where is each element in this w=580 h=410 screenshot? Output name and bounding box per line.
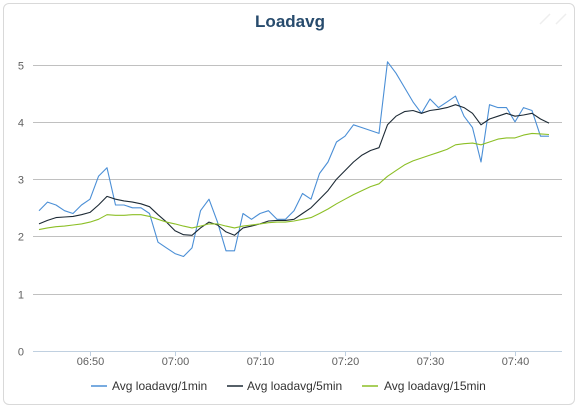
series-line-2[interactable]: [38, 104, 550, 236]
axes: 0 1 2 3 4 5 06:50 07:00 07:10 07:20 07:30 07:40: [18, 61, 529, 369]
legend-item-1[interactable]: Avg loadavg/1min: [91, 379, 207, 393]
x-tick-label: 07:20: [332, 356, 360, 368]
legend[interactable]: Avg loadavg/1min Avg loadavg/5min Avg load…: [91, 379, 486, 393]
legend-item-2[interactable]: Avg loadavg/5min: [227, 379, 342, 393]
y-tick-label: 0: [18, 347, 24, 359]
legend-label: Avg loadavg/15min: [384, 379, 486, 393]
legend-item-3[interactable]: Avg loadavg/15min: [362, 379, 486, 393]
x-tick-label: 07:40: [502, 356, 530, 368]
x-tick-label: 07:30: [417, 356, 445, 368]
x-tick-label: 07:10: [247, 356, 275, 368]
y-tick-label: 3: [18, 175, 24, 187]
legend-label: Avg loadavg/5min: [247, 379, 342, 393]
chart-title: Loadavg: [255, 12, 325, 31]
y-tick-label: 5: [18, 61, 24, 73]
y-tick-label: 1: [18, 290, 24, 302]
series-line-1[interactable]: [38, 61, 549, 258]
x-tick-label: 07:00: [162, 356, 190, 368]
resize-corner-icon[interactable]: [536, 12, 570, 26]
x-tick-label: 06:50: [77, 356, 105, 368]
chart-panel: [3, 3, 575, 405]
series-line-3[interactable]: [38, 132, 550, 231]
y-tick-label: 2: [18, 232, 24, 244]
series-lines: [38, 61, 550, 258]
legend-label: Avg loadavg/1min: [112, 379, 207, 393]
y-tick-label: 4: [18, 118, 24, 130]
grid-lines: [33, 65, 562, 352]
